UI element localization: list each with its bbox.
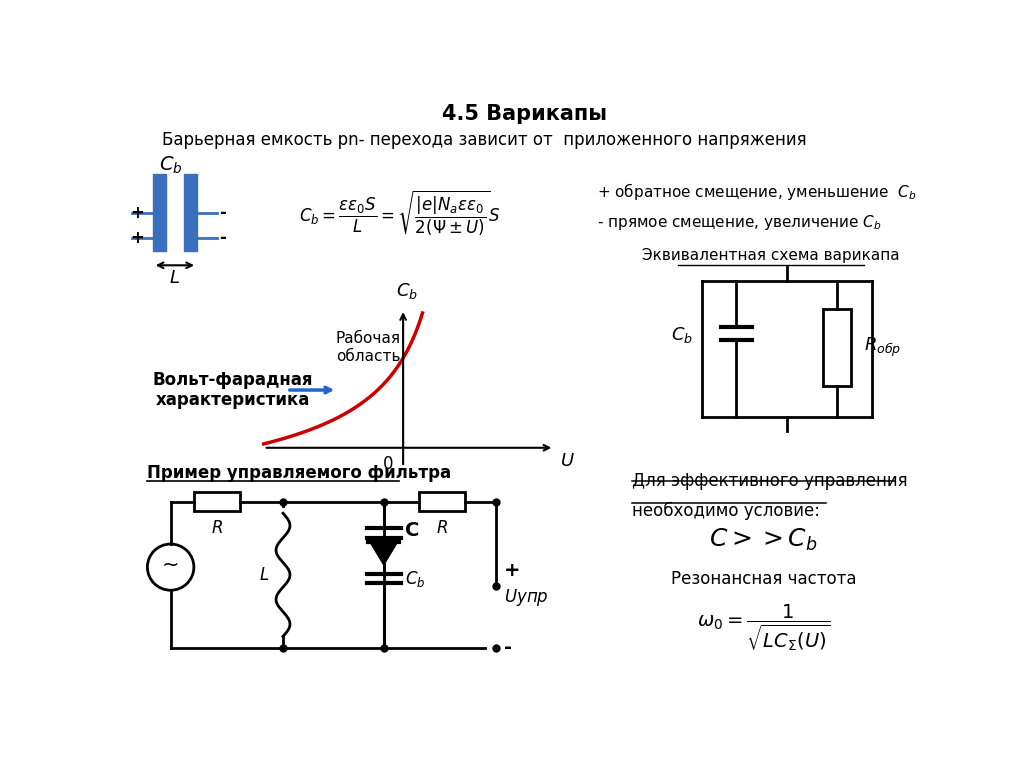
Bar bbox=[194, 492, 241, 511]
Text: R: R bbox=[436, 518, 447, 537]
Bar bbox=[823, 309, 851, 386]
Text: ~: ~ bbox=[162, 555, 179, 574]
Text: $R_{обр}$: $R_{обр}$ bbox=[864, 336, 902, 359]
Text: $C_b$: $C_b$ bbox=[406, 568, 426, 589]
Text: $C_b$: $C_b$ bbox=[159, 154, 182, 176]
Text: Для эффективного управления
необходимо условие:: Для эффективного управления необходимо у… bbox=[632, 472, 907, 520]
Text: Вольт-фарадная
характеристика: Вольт-фарадная характеристика bbox=[153, 370, 313, 410]
Bar bbox=[419, 492, 465, 511]
Text: 0: 0 bbox=[383, 456, 394, 473]
Polygon shape bbox=[370, 542, 397, 565]
Text: +: + bbox=[130, 229, 144, 246]
Text: R: R bbox=[211, 518, 223, 537]
Text: +: + bbox=[504, 561, 520, 581]
Bar bbox=[183, 174, 197, 252]
Bar bbox=[153, 174, 166, 252]
Text: Резонансная частота: Резонансная частота bbox=[671, 570, 856, 588]
Text: -: - bbox=[219, 204, 225, 222]
Text: Эквивалентная схема варикапа: Эквивалентная схема варикапа bbox=[642, 248, 900, 263]
Text: - прямое смещение, увеличение $C_b$: - прямое смещение, увеличение $C_b$ bbox=[597, 212, 882, 232]
Text: 4.5 Варикапы: 4.5 Варикапы bbox=[442, 104, 607, 124]
Text: $C >> C_b$: $C >> C_b$ bbox=[710, 527, 818, 553]
Text: L: L bbox=[170, 269, 179, 288]
Text: $U$: $U$ bbox=[560, 452, 574, 469]
Text: +: + bbox=[130, 204, 144, 222]
Text: $C_b$: $C_b$ bbox=[671, 324, 693, 344]
Text: L: L bbox=[260, 566, 269, 584]
Text: Барьерная емкость pn- перехода зависит от  приложенного напряжения: Барьерная емкость pn- перехода зависит о… bbox=[162, 131, 807, 149]
Text: Рабочая
область: Рабочая область bbox=[336, 331, 400, 364]
Text: $\omega_0 = \dfrac{1}{\sqrt{LC_{\Sigma}(U)}}$: $\omega_0 = \dfrac{1}{\sqrt{LC_{\Sigma}(… bbox=[696, 602, 830, 653]
Text: $C_b = \dfrac{\varepsilon\varepsilon_0 S}{L} = \sqrt{\dfrac{|e|N_a\varepsilon\va: $C_b = \dfrac{\varepsilon\varepsilon_0 S… bbox=[299, 188, 500, 238]
Text: $C_b$: $C_b$ bbox=[396, 281, 418, 301]
Text: C: C bbox=[406, 522, 420, 541]
Text: $Uупр$: $Uупр$ bbox=[504, 588, 549, 608]
Text: -: - bbox=[219, 229, 225, 246]
Text: Пример управляемого фильтра: Пример управляемого фильтра bbox=[147, 464, 452, 482]
Text: + обратное смещение, уменьшение  $C_b$: + обратное смещение, уменьшение $C_b$ bbox=[597, 181, 916, 202]
Text: -: - bbox=[504, 638, 512, 657]
